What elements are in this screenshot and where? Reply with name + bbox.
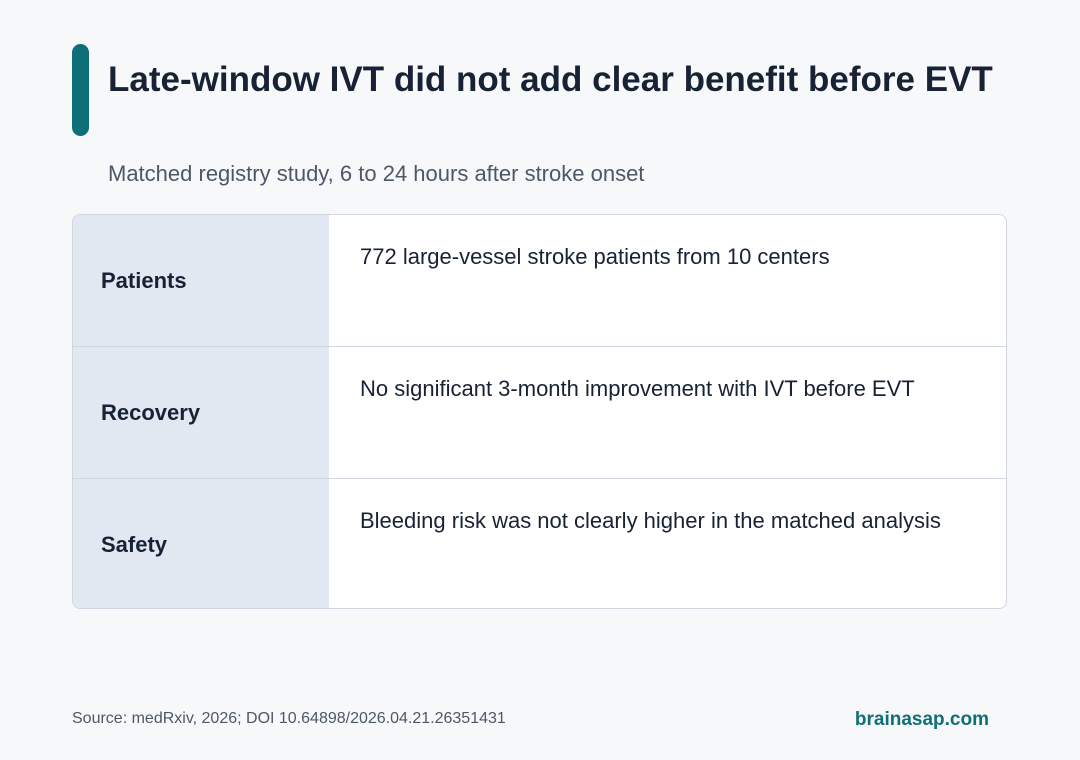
row-value-safety: Bleeding risk was not clearly higher in … — [360, 508, 941, 533]
row-value-patients: 772 large-vessel stroke patients from 10… — [360, 244, 830, 269]
page-subtitle: Matched registry study, 6 to 24 hours af… — [108, 161, 645, 186]
table-row: Safety Bleeding risk was not clearly hig… — [73, 479, 1006, 608]
page-title: Late-window IVT did not add clear benefi… — [108, 60, 993, 99]
row-label-recovery: Recovery — [73, 347, 329, 478]
row-label-patients: Patients — [73, 215, 329, 346]
brand-link[interactable]: brainasap.com — [854, 709, 989, 730]
row-value-recovery: No significant 3-month improvement with … — [360, 376, 915, 401]
table-row: Recovery No significant 3-month improvem… — [73, 347, 1006, 479]
table-row: Patients 772 large-vessel stroke patient… — [73, 215, 1006, 347]
source-citation: Source: medRxiv, 2026; DOI 10.64898/2026… — [72, 710, 506, 727]
row-label-safety: Safety — [73, 479, 329, 608]
title-accent-bar — [72, 44, 89, 136]
summary-table: Patients 772 large-vessel stroke patient… — [72, 214, 1007, 609]
